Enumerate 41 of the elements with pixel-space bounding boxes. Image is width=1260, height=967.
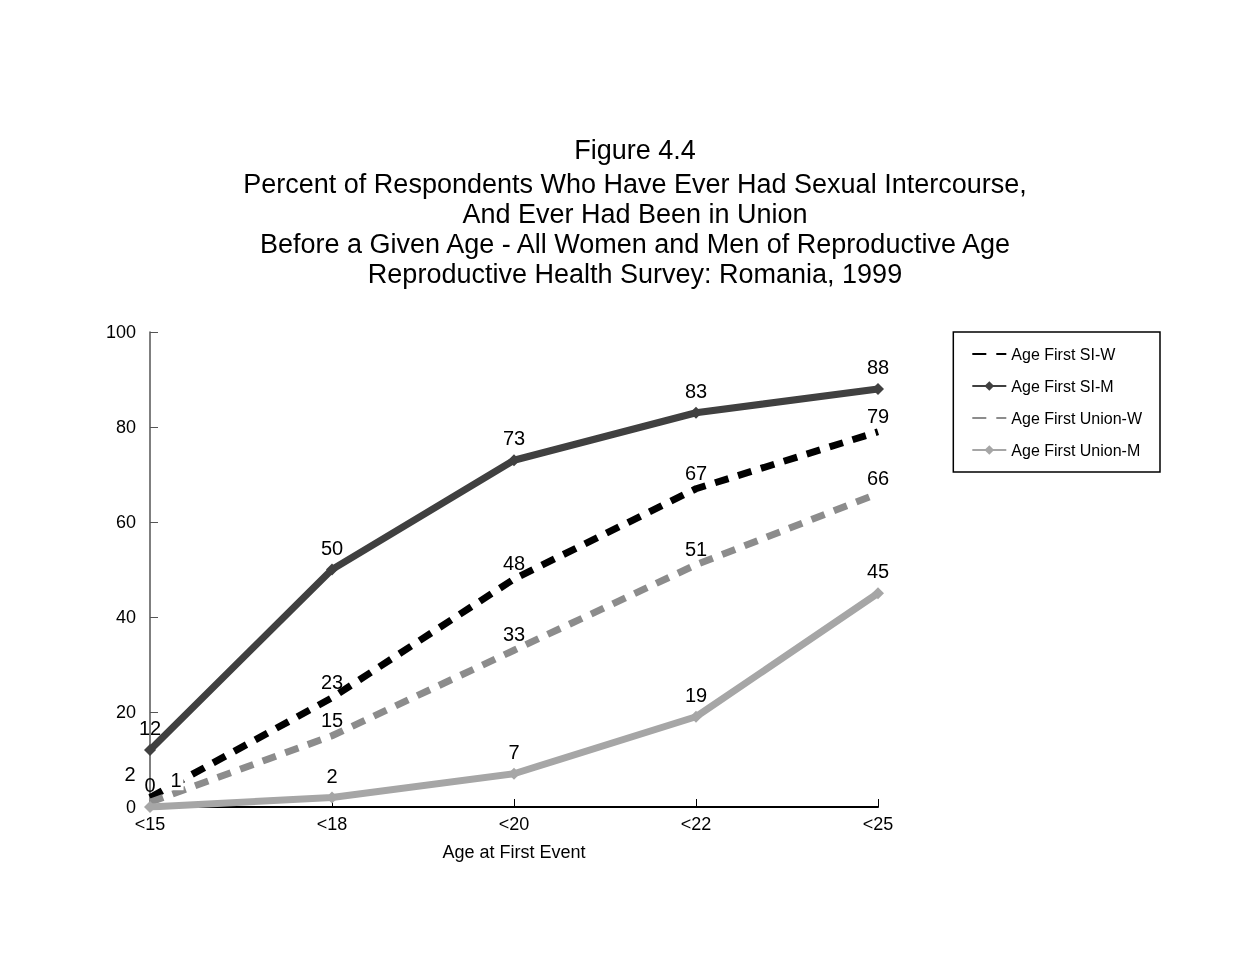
chart-subtitle: Percent of Respondents Who Have Ever Had Sexual Intercourse, And Ever Had Been in Union Before a Given Age - All Women and Men of Reproductive Age Reproductive Health Survey: Romania, 1999 [243,169,1027,289]
legend-label: Age First Union-W [1011,409,1143,427]
point [144,744,156,756]
data-label: 7 [508,740,520,763]
data-label: 2 [124,762,136,785]
data-label: 67 [684,461,708,484]
data-label: 45 [866,560,890,583]
chart-title: Figure 4.4 [574,135,696,165]
point [872,587,884,600]
y-tick-label: 100 [105,322,136,342]
data-label: 88 [866,356,890,378]
y-tick-label: 40 [115,607,136,627]
x-tick-label: <22 [680,814,712,834]
data-label: 23 [320,670,344,693]
y-tick-label: 60 [115,512,136,532]
y-tick-label: 0 [125,797,136,817]
legend-label: Age First SI-M [1011,377,1114,395]
data-label: 12 [138,717,162,739]
legend-label: Age First SI-W [1011,345,1117,363]
data-label: 50 [320,536,344,559]
data-label: 33 [502,623,526,646]
data-label: 66 [866,466,890,489]
x-tick-label: <15 [134,814,166,834]
x-tick-label: <20 [498,814,530,834]
data-label: 73 [502,427,526,450]
x-axis-title: Age at First Event [442,842,586,862]
data-label: 51 [684,537,708,560]
y-tick-label: 80 [115,417,136,437]
data-label: 83 [684,379,708,402]
x-tick-label: <25 [862,814,894,834]
data-label: 15 [320,708,344,731]
data-label: 1 [170,769,182,792]
data-label: 79 [866,404,890,427]
data-label: 2 [326,764,338,787]
y-tick-label: 20 [115,702,136,722]
data-label: 0 [144,774,156,796]
legend-label: Age First Union-M [1011,441,1141,459]
data-label: 19 [684,683,708,706]
x-tick-label: <18 [316,814,348,834]
point [326,563,338,576]
data-label: 48 [502,552,526,574]
